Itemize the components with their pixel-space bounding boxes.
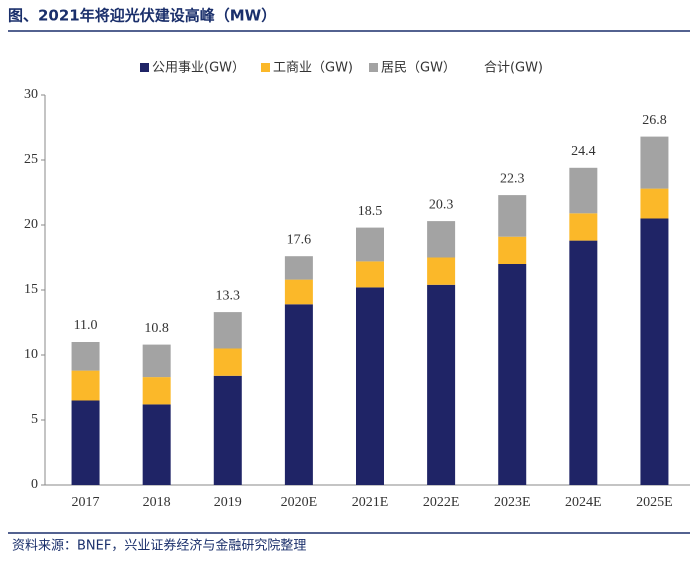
chart-title: 图、2021年将迎光伏建设高峰（MW）	[8, 7, 276, 25]
bar-segment	[356, 287, 384, 485]
x-tick-label: 2025E	[636, 495, 673, 510]
bar-segment	[213, 312, 242, 349]
total-label: 13.3	[216, 288, 241, 303]
y-tick-label: 25	[24, 152, 38, 167]
y-tick-label: 30	[24, 87, 38, 102]
legend-swatch	[140, 63, 149, 72]
total-label: 11.0	[74, 318, 98, 333]
bar-segment	[142, 377, 171, 405]
total-label: 26.8	[642, 113, 667, 128]
bar-segment	[427, 257, 456, 285]
x-tick-label: 2023E	[494, 495, 531, 510]
bar-segment	[284, 279, 313, 305]
y-tick-label: 5	[31, 412, 38, 427]
bar-segment	[569, 213, 598, 241]
bar-segment	[356, 261, 384, 288]
y-tick-label: 20	[24, 217, 38, 232]
bar-segment	[569, 167, 598, 214]
x-tick-label: 2020E	[281, 495, 318, 510]
legend-swatch	[261, 63, 270, 72]
total-label: 24.4	[571, 144, 596, 159]
bar-segment	[284, 256, 313, 280]
legend-label: 工商业（GW)	[273, 61, 353, 76]
bar-segment	[71, 342, 100, 371]
bar-segment	[142, 344, 171, 378]
bar-segment	[569, 240, 598, 485]
bar-segment	[427, 221, 456, 258]
x-tick-label: 2018	[143, 495, 171, 510]
bar-segment	[142, 404, 171, 485]
x-tick-label: 2021E	[352, 495, 389, 510]
legend-swatch	[369, 63, 378, 72]
y-tick-label: 15	[24, 282, 38, 297]
legend-label: 公用事业(GW）	[152, 61, 245, 76]
bar-segment	[427, 284, 456, 485]
y-tick-label: 10	[24, 347, 38, 362]
total-label: 22.3	[500, 171, 525, 186]
bar-segment	[284, 304, 313, 485]
x-tick-label: 2022E	[423, 495, 460, 510]
bar-segment	[498, 195, 527, 237]
bar-segment	[498, 264, 527, 485]
bar-segment	[640, 188, 669, 219]
bar-segment	[498, 236, 527, 264]
bar-segment	[71, 370, 100, 401]
bar-segment	[640, 218, 669, 485]
total-label: 18.5	[358, 204, 383, 219]
bar-segment	[71, 400, 100, 485]
source: 资料来源：BNEF，兴业证券经济与金融研究院整理	[12, 538, 306, 554]
bar-segment	[640, 136, 669, 189]
total-label: 17.6	[287, 232, 312, 247]
total-label: 10.8	[144, 321, 169, 336]
x-tick-label: 2017	[72, 495, 100, 510]
bar-segment	[356, 227, 384, 262]
legend-label: 合计(GW)	[484, 61, 543, 76]
bar-segment	[213, 348, 242, 376]
y-tick-label: 0	[31, 477, 38, 492]
x-tick-label: 2024E	[565, 495, 602, 510]
total-label: 20.3	[429, 197, 454, 212]
x-tick-label: 2019	[214, 495, 242, 510]
legend-label: 居民（GW）	[381, 61, 456, 76]
bar-segment	[213, 375, 242, 485]
